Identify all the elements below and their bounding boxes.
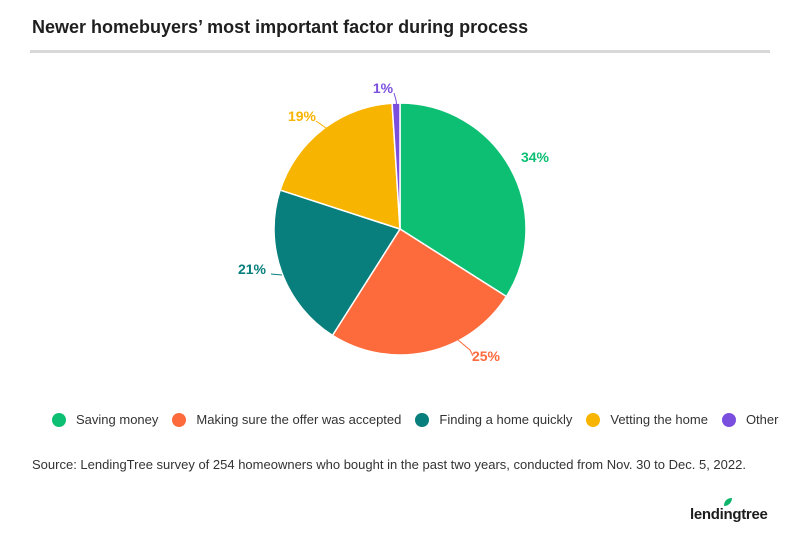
legend-label: Other (745, 412, 779, 427)
legend-swatch-icon (52, 412, 66, 427)
leader-line-vetting-home (315, 120, 335, 139)
legend-label: Making sure the offer was accepted (196, 412, 402, 427)
data-label-other: 1% (373, 80, 394, 96)
leader-line-offer-accepted (457, 339, 474, 357)
legend-swatch-icon (172, 412, 187, 427)
source-note: Source: LendingTree survey of 254 homeow… (32, 457, 746, 472)
legend-item-other: Other (721, 412, 779, 427)
legend-swatch-icon (721, 412, 736, 427)
legend-item-saving-money: Saving money (52, 412, 158, 427)
chart-legend: Saving money Making sure the offer was a… (52, 412, 792, 427)
pie-slice-vetting-home (279, 102, 401, 231)
lendingtree-logo: lendingtree (690, 498, 768, 522)
pie-slice-finding-home (273, 189, 402, 337)
leader-line-other (393, 92, 398, 109)
pie-chart: 34% 25% 21% 19% 1% (238, 80, 550, 364)
legend-swatch-icon (415, 412, 430, 427)
data-label-offer-accepted: 25% (472, 348, 501, 364)
data-label-saving-money: 34% (521, 149, 550, 165)
legend-swatch-icon (586, 412, 601, 427)
logo-text: lendingtree (690, 506, 768, 523)
data-label-vetting-home: 19% (288, 108, 317, 124)
leaf-icon (724, 498, 732, 506)
legend-item-finding-home: Finding a home quickly (415, 412, 572, 427)
legend-item-offer-accepted: Making sure the offer was accepted (172, 412, 401, 427)
legend-label: Vetting the home (610, 412, 708, 427)
title-divider (30, 50, 770, 53)
pie-slice-offer-accepted (331, 227, 508, 356)
chart-title: Newer homebuyers’ most important factor … (32, 17, 529, 37)
legend-label: Saving money (76, 412, 159, 427)
legend-item-vetting-home: Vetting the home (586, 412, 708, 427)
legend-label: Finding a home quickly (439, 412, 573, 427)
leader-line-finding-home (270, 273, 283, 276)
data-label-finding-home: 21% (238, 261, 267, 277)
